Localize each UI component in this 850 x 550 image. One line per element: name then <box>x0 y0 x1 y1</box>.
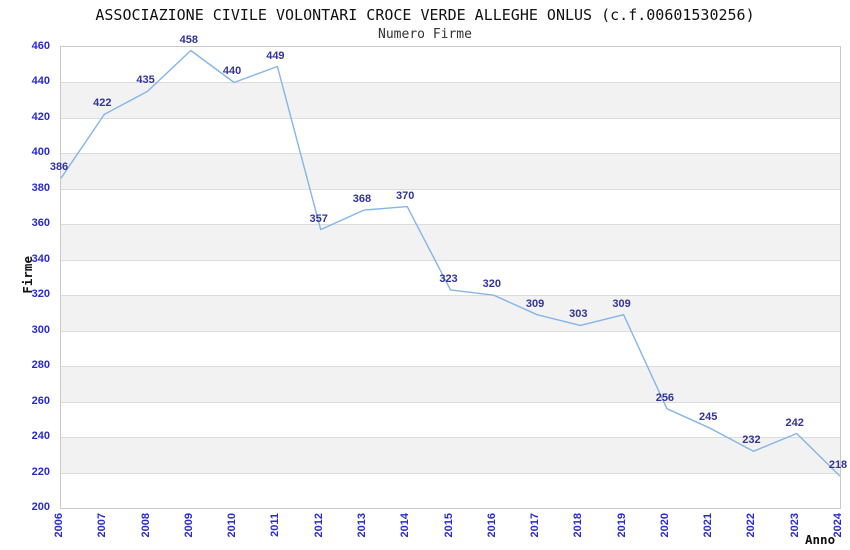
x-tick-2014: 2014 <box>399 513 412 538</box>
y-tick-300: 300 <box>31 323 50 336</box>
data-label-2011: 449 <box>266 49 285 62</box>
x-tick-2007: 2007 <box>96 513 109 538</box>
data-label-2023: 242 <box>785 416 804 429</box>
y-tick-320: 320 <box>31 288 50 301</box>
x-tick-2012: 2012 <box>312 513 325 538</box>
x-tick-2024: 2024 <box>832 513 844 538</box>
data-label-2012: 357 <box>309 212 328 225</box>
data-label-2007: 422 <box>93 97 112 110</box>
data-label-2018: 303 <box>569 308 588 321</box>
data-label-2014: 370 <box>396 189 415 202</box>
data-label-2017: 309 <box>525 297 545 310</box>
y-tick-220: 220 <box>31 465 50 478</box>
data-label-2024: 218 <box>828 459 848 472</box>
x-tick-2010: 2010 <box>226 513 239 538</box>
data-label-2019: 309 <box>612 297 631 310</box>
data-label-2015: 323 <box>439 272 458 285</box>
data-label-2021: 245 <box>698 411 718 424</box>
data-label-2013: 368 <box>352 193 372 206</box>
y-tick-440: 440 <box>31 75 50 88</box>
x-tick-2017: 2017 <box>529 513 542 538</box>
x-tick-2022: 2022 <box>745 513 758 538</box>
y-tick-400: 400 <box>31 146 50 159</box>
y-tick-340: 340 <box>31 252 50 265</box>
data-label-2006: 386 <box>49 161 69 174</box>
data-label-2008: 435 <box>136 74 155 87</box>
x-tick-2019: 2019 <box>615 513 628 538</box>
y-tick-420: 420 <box>31 110 50 123</box>
data-label-2020: 256 <box>655 391 675 404</box>
x-tick-2016: 2016 <box>485 513 498 538</box>
chart-title: ASSOCIAZIONE CIVILE VOLONTARI CROCE VERD… <box>95 6 755 24</box>
y-tick-260: 260 <box>31 394 50 407</box>
y-tick-360: 360 <box>31 217 50 230</box>
x-tick-2009: 2009 <box>182 513 195 538</box>
x-tick-2008: 2008 <box>139 513 152 538</box>
data-label-2016: 320 <box>482 278 501 291</box>
series-line <box>60 49 841 477</box>
x-axis-title: Anno <box>805 532 836 547</box>
x-tick-2018: 2018 <box>572 513 585 538</box>
data-label-2022: 232 <box>742 434 761 447</box>
x-tick-2021: 2021 <box>702 513 715 538</box>
x-tick-2020: 2020 <box>658 513 671 538</box>
x-tick-2011: 2011 <box>269 513 282 537</box>
y-tick-460: 460 <box>31 40 50 52</box>
y-tick-240: 240 <box>31 430 50 443</box>
x-tick-2013: 2013 <box>355 513 368 538</box>
data-label-2010: 440 <box>222 65 242 78</box>
y-tick-200: 200 <box>31 501 50 513</box>
y-tick-280: 280 <box>31 359 50 372</box>
x-tick-2023: 2023 <box>788 513 801 538</box>
x-tick-2015: 2015 <box>442 513 455 538</box>
chart-subtitle: Numero Firme <box>378 27 472 42</box>
y-tick-380: 380 <box>31 181 50 194</box>
x-tick-2006: 2006 <box>53 513 65 538</box>
data-label-2009: 458 <box>179 33 199 46</box>
